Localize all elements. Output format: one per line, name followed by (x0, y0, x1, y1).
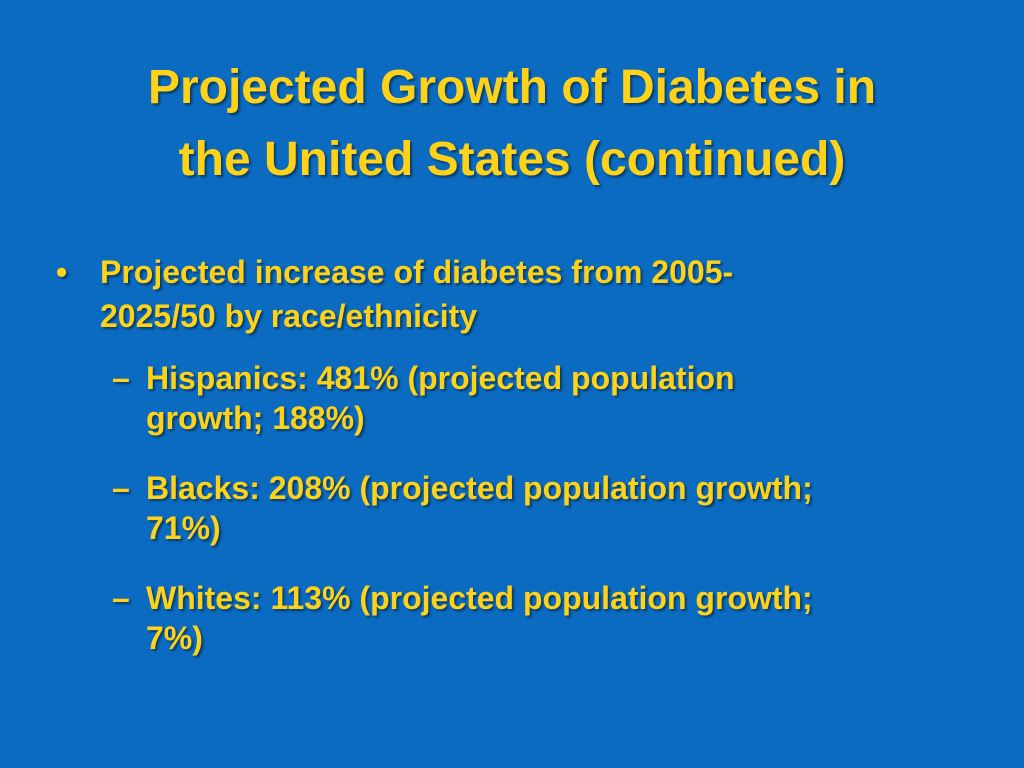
sub-bullet-blacks: – Blacks: 208% (projected population gro… (112, 468, 996, 548)
dash-marker: – (112, 580, 130, 616)
dash-marker: – (112, 470, 130, 506)
sub-bullet-whites: – Whites: 113% (projected population gro… (112, 578, 996, 658)
sub-bullet-line-1: Whites: 113% (projected population growt… (146, 580, 813, 616)
main-bullet-line-2: 2025/50 by race/ethnicity (100, 298, 478, 334)
slide-title-line-2: the United States (continued) (178, 133, 846, 186)
slide-content: • Projected increase of diabetes from 20… (56, 250, 996, 688)
sub-bullet-line-2: 71%) (146, 510, 221, 546)
sub-bullet-line-2: 7%) (146, 620, 203, 656)
sub-bullet-hispanics: – Hispanics: 481% (projected population … (112, 358, 996, 438)
dash-marker: – (112, 360, 130, 396)
bullet-marker: • (56, 254, 68, 290)
main-bullet-line-1: Projected increase of diabetes from 2005… (100, 254, 734, 290)
sub-bullet-line-1: Blacks: 208% (projected population growt… (146, 470, 813, 506)
sub-bullet-line-1: Hispanics: 481% (projected population (146, 360, 735, 396)
sub-bullet-list: – Hispanics: 481% (projected population … (56, 358, 996, 658)
slide-title-line-1: Projected Growth of Diabetes in (147, 61, 877, 114)
slide-title: Projected Growth of Diabetes in the Unit… (60, 52, 964, 196)
sub-bullet-line-2: growth; 188%) (146, 400, 365, 436)
main-bullet: • Projected increase of diabetes from 20… (56, 250, 996, 338)
